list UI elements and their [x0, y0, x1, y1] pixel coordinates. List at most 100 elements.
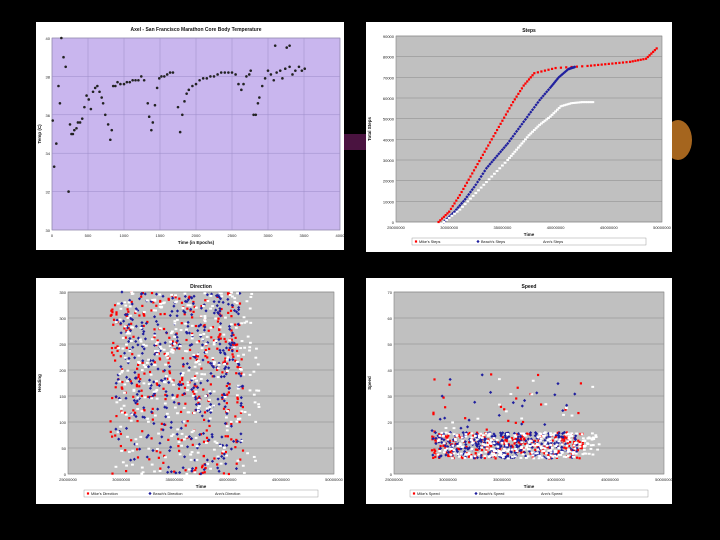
ann-s-direction-point [248, 349, 251, 352]
mike-s-direction-point [224, 450, 227, 454]
ann-s-speed-point [486, 439, 489, 442]
ann-s-speed-point [555, 443, 559, 446]
ann-s-speed-point [473, 455, 477, 458]
mike-s-direction-point [204, 299, 207, 302]
mike-s-steps-point [499, 122, 502, 125]
ann-s-direction-point [173, 322, 177, 325]
mike-s-speed-point [560, 439, 563, 442]
ann-s-direction-point [131, 449, 135, 452]
ann-s-speed-point [581, 453, 585, 456]
ann-s-direction-point [164, 456, 167, 459]
ann-s-speed-point [501, 456, 505, 459]
y-tick-label: 50000 [383, 117, 395, 122]
mike-s-direction-point [112, 354, 115, 357]
ann-s-speed-point [520, 445, 523, 448]
legend-label: Mike's Speed [417, 492, 440, 496]
ann-s-direction-point [234, 326, 238, 329]
ann-s-speed-point [566, 440, 570, 443]
mike-s-speed-point [490, 373, 493, 376]
mike-s-direction-point [148, 370, 152, 374]
x-tick-label: 500 [85, 233, 92, 238]
ann-s-direction-point [254, 459, 257, 462]
mike-s-direction-point [235, 372, 238, 375]
mike-s-direction-point [203, 324, 206, 327]
mike-s-steps-point [494, 132, 497, 135]
x-tick-label: 2000 [192, 233, 202, 238]
ann-s-speed-point [515, 450, 519, 453]
ann-s-direction-point [118, 380, 122, 383]
ann-s-direction-point [140, 472, 144, 475]
mike-s-direction-point [175, 332, 178, 335]
mike-s-speed-point [547, 454, 550, 457]
temperature-point [76, 121, 80, 124]
ann-s-direction-point [257, 403, 260, 406]
ann-s-direction-point [120, 411, 124, 414]
ann-s-steps-point [548, 115, 552, 118]
ann-s-direction-point [142, 343, 146, 346]
ann-s-speed-point [458, 442, 462, 445]
beach-s-direction-point [149, 299, 153, 304]
beach-s-steps-point [509, 137, 513, 141]
mike-s-direction-point [168, 370, 171, 373]
ann-s-speed-point [582, 448, 586, 451]
x-tick-label: 40000000 [547, 477, 566, 482]
ann-s-speed-point [583, 439, 587, 442]
mike-s-speed-point [447, 434, 450, 437]
ann-s-direction-point [150, 397, 153, 400]
ann-s-direction-point [127, 450, 131, 453]
mike-s-steps-point [614, 62, 617, 65]
ann-s-direction-point [189, 458, 193, 461]
temperature-point [260, 84, 264, 88]
mike-s-direction-point [203, 411, 207, 414]
y-tick-label: 70000 [383, 75, 395, 80]
beach-s-direction-point [132, 457, 136, 461]
mike-s-speed-point [536, 373, 540, 377]
beach-s-direction-point [133, 356, 137, 360]
mike-s-speed-point [501, 436, 504, 439]
beach-s-steps-point [454, 208, 458, 212]
mike-s-direction-point [207, 361, 210, 364]
mike-s-direction-point [238, 420, 241, 424]
mike-s-speed-point [461, 456, 464, 460]
ann-s-speed-point [562, 455, 566, 458]
mike-s-speed-point [444, 446, 447, 449]
beach-s-speed-point [476, 434, 480, 438]
mike-s-speed-point [503, 442, 506, 446]
mike-s-direction-point [140, 389, 143, 392]
ann-s-direction-point [142, 310, 146, 313]
ann-s-direction-point [239, 347, 242, 350]
beach-s-speed-point [556, 382, 560, 386]
mike-s-speed-point [524, 442, 527, 446]
ann-s-steps-point [455, 210, 459, 213]
mike-s-speed-point [432, 411, 435, 414]
ann-s-direction-point [236, 418, 240, 421]
ann-s-speed-point [438, 434, 442, 437]
mike-s-direction-point [179, 410, 183, 414]
mike-s-steps-point [467, 178, 470, 181]
ann-s-steps-point [586, 101, 589, 104]
mike-s-direction-point [157, 456, 160, 459]
beach-s-steps-point [479, 174, 483, 179]
ann-s-steps-point [490, 175, 494, 178]
mike-s-direction-point [234, 415, 237, 418]
mike-s-speed-point [464, 417, 467, 420]
ann-s-direction-point [195, 372, 199, 375]
mike-s-direction-point [183, 386, 187, 389]
mike-s-direction-point [116, 345, 119, 348]
ann-s-speed-point [483, 444, 487, 447]
mike-s-direction-point [180, 322, 183, 325]
x-tick-label: 4000 [336, 233, 344, 238]
mike-s-steps-point [465, 181, 469, 184]
ann-s-direction-point [132, 389, 136, 392]
mike-s-direction-point [162, 327, 166, 331]
ann-s-direction-point [190, 334, 194, 337]
ann-s-direction-point [184, 350, 187, 353]
beach-s-steps-point [514, 129, 519, 134]
mike-s-direction-point [194, 466, 198, 470]
ann-s-steps-point [445, 218, 448, 221]
mike-s-speed-point [433, 430, 436, 433]
ann-s-direction-point [170, 293, 174, 296]
mike-s-direction-point [114, 346, 117, 349]
ann-s-speed-point [578, 445, 582, 448]
mike-s-direction-point [204, 466, 207, 470]
